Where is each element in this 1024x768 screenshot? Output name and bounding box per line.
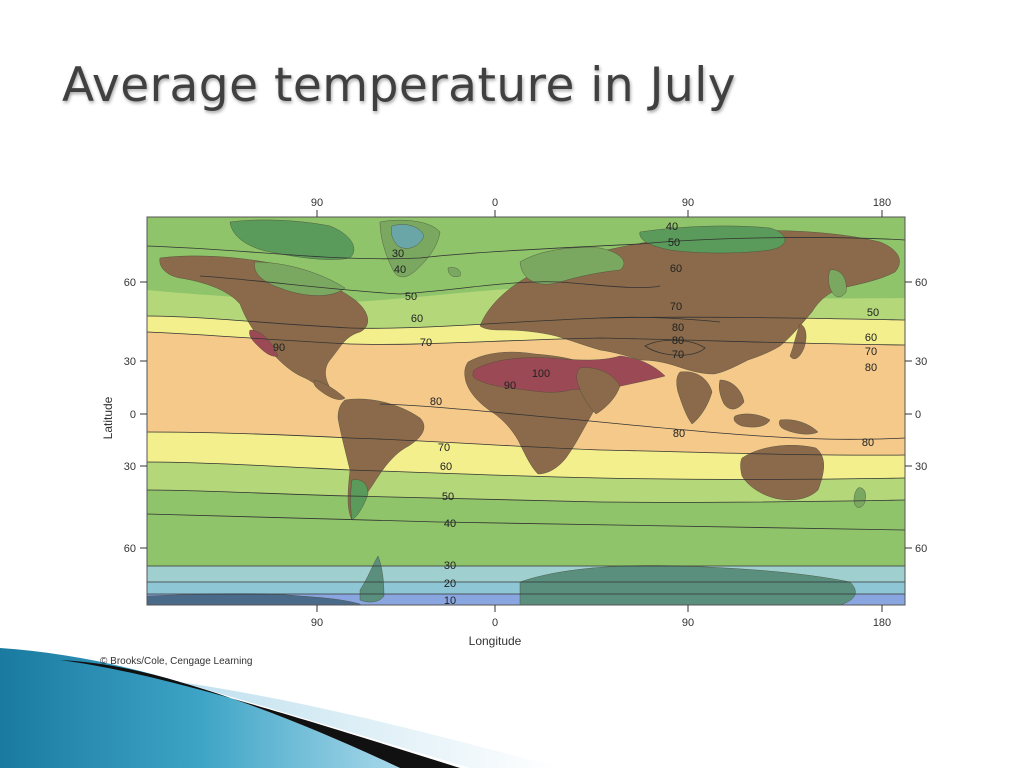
isotherm-label: 70 (438, 442, 450, 454)
isotherm-label: 80 (673, 428, 685, 440)
isotherm-label: 90 (504, 380, 516, 392)
isotherm-labels: 40 50 60 70 80 80 70 30 40 50 60 70 90 1… (273, 221, 879, 607)
bottom-tick-90w: 90 (311, 617, 323, 629)
bottom-tick-0: 0 (492, 617, 498, 629)
isotherm-label: 70 (670, 301, 682, 313)
bottom-tick-180: 180 (873, 617, 891, 629)
isotherm-label: 50 (405, 291, 417, 303)
isotherm-label: 100 (532, 368, 550, 380)
isotherm-label: 80 (862, 437, 874, 449)
isotherm-label: 40 (394, 264, 406, 276)
top-tick-180: 180 (873, 197, 891, 209)
right-tick-30n: 30 (915, 356, 927, 368)
copyright-credit: © Brooks/Cole, Cengage Learning (100, 656, 253, 667)
isotherm-label: 20 (444, 578, 456, 590)
isotherm-label: 10 (444, 595, 456, 607)
top-tick-0: 0 (492, 197, 498, 209)
isotherm-label: 60 (670, 263, 682, 275)
map-body (147, 217, 905, 605)
left-tick-30n: 30 (124, 356, 136, 368)
isotherm-label: 60 (411, 313, 423, 325)
isotherm-label: 30 (392, 248, 404, 260)
top-tick-90e: 90 (682, 197, 694, 209)
isotherm-label: 70 (865, 346, 877, 358)
isotherm-label: 80 (865, 362, 877, 374)
left-tick-30s: 30 (124, 461, 136, 473)
left-tick-60n: 60 (124, 277, 136, 289)
isotherm-label: 60 (440, 461, 452, 473)
right-tick-60s: 60 (915, 543, 927, 555)
isotherm-label: 50 (442, 491, 454, 503)
slide-decoration (0, 648, 560, 768)
right-tick-60n: 60 (915, 277, 927, 289)
isotherm-label: 40 (444, 518, 456, 530)
bottom-tick-90e: 90 (682, 617, 694, 629)
left-tick-60s: 60 (124, 543, 136, 555)
isotherm-label: 30 (444, 560, 456, 572)
tick-marks (140, 210, 912, 612)
x-axis-label: Longitude (469, 634, 522, 648)
isotherm-label: 50 (867, 307, 879, 319)
map-frame (146, 216, 906, 606)
isotherm-label: 70 (672, 349, 684, 361)
isotherm-label: 50 (668, 237, 680, 249)
right-tick-0: 0 (915, 409, 921, 421)
slide-title: Average temperature in July (62, 58, 737, 113)
isotherm-label: 80 (672, 335, 684, 347)
isotherm-label: 60 (865, 332, 877, 344)
left-tick-0: 0 (130, 409, 136, 421)
isotherm-label: 40 (666, 221, 678, 233)
y-axis-label: Latitude (101, 396, 115, 439)
right-tick-30s: 30 (915, 461, 927, 473)
isotherm-label: 70 (420, 337, 432, 349)
isotherm-label: 80 (672, 322, 684, 334)
isotherm-label: 90 (273, 342, 285, 354)
isotherm-label: 80 (430, 396, 442, 408)
top-tick-90w: 90 (311, 197, 323, 209)
